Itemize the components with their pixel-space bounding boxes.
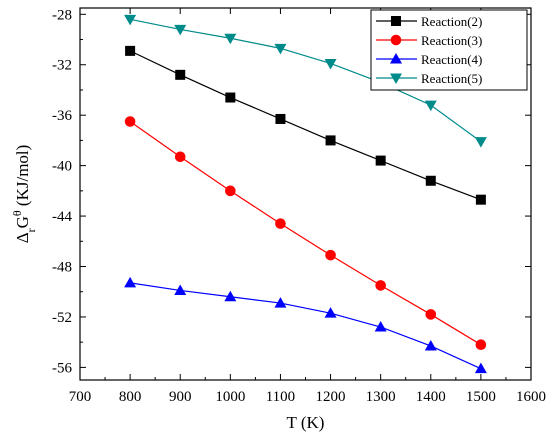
data-point <box>425 309 437 320</box>
legend-entry: Reaction(2) <box>376 14 482 29</box>
legend-entry: Reaction(4) <box>376 52 482 67</box>
data-point <box>424 100 437 112</box>
series-1 <box>125 45 486 205</box>
y-tick-label: -44 <box>52 209 72 225</box>
y-tick-label: -32 <box>52 58 72 74</box>
series-2 <box>124 116 487 350</box>
data-point <box>475 194 486 205</box>
data-point <box>275 113 286 124</box>
y-axis-title-unit: (KJ/mol) <box>13 145 32 211</box>
y-tick-label: -36 <box>52 108 72 124</box>
x-tick-label: 1400 <box>416 389 446 405</box>
y-axis-title-main: G <box>13 216 32 228</box>
series-line <box>129 50 482 201</box>
legend-marker <box>390 53 402 64</box>
x-axis-title: T (K) <box>287 413 325 432</box>
y-tick-label: -56 <box>52 360 72 376</box>
data-point <box>124 14 137 26</box>
y-axis-title-prefix: Δ <box>13 232 32 243</box>
legend-label: Reaction(4) <box>421 52 482 67</box>
data-point <box>224 290 237 302</box>
x-tick-label: 700 <box>69 389 92 405</box>
y-tick-label: -28 <box>52 7 72 23</box>
data-point <box>375 155 386 166</box>
x-tick-label: 1600 <box>516 389 546 405</box>
data-point <box>424 339 437 351</box>
y-axis-title-superscript: θ <box>10 210 24 216</box>
legend-entry: Reaction(5) <box>376 71 482 86</box>
data-point <box>225 185 236 197</box>
axes: 700 800 900 1000 1100 1200 1300 1400 1500 1600 -56… <box>52 7 546 405</box>
data-point <box>124 276 137 288</box>
series-3 <box>124 276 487 374</box>
data-point <box>475 339 487 350</box>
data-point <box>174 284 187 295</box>
data-point <box>474 362 487 374</box>
data-point <box>224 33 237 45</box>
y-axis-title: ΔrGθ (KJ/mol) <box>10 145 38 244</box>
legend-marker <box>391 16 401 26</box>
data-point <box>274 297 287 308</box>
legend-marker <box>390 34 402 46</box>
x-tick-label: 1000 <box>215 389 245 405</box>
data-point <box>425 175 436 186</box>
data-point <box>325 249 336 261</box>
legend-label: Reaction(3) <box>421 33 482 48</box>
data-point <box>375 280 386 291</box>
data-point <box>125 45 136 56</box>
data-point <box>225 92 236 103</box>
x-tick-label: 1300 <box>366 389 396 405</box>
series-line <box>129 121 482 346</box>
legend-entry: Reaction(3) <box>376 33 482 48</box>
data-point <box>275 218 286 229</box>
legend: Reaction(2) Reaction(3) Reaction(4) Reactio… <box>370 9 528 91</box>
x-tick-label: 1200 <box>316 389 346 405</box>
legend-marker <box>390 73 402 84</box>
legend-label: Reaction(5) <box>421 71 482 86</box>
data-point <box>174 151 186 163</box>
data-point <box>174 24 187 36</box>
data-point <box>374 321 387 332</box>
x-tick-label: 900 <box>169 389 192 405</box>
data-point <box>474 137 487 148</box>
legend-label: Reaction(2) <box>421 14 482 29</box>
x-tick-label: 800 <box>119 389 142 405</box>
y-tick-label: -40 <box>52 159 72 175</box>
data-point <box>124 116 136 127</box>
data-point <box>274 43 287 55</box>
series-line <box>129 18 482 143</box>
y-axis-title-subscript: r <box>24 228 38 232</box>
data-point <box>324 307 337 318</box>
y-tick-label: -48 <box>52 260 72 276</box>
x-tick-label: 1500 <box>466 389 496 405</box>
data-point <box>175 69 186 80</box>
series-line <box>130 282 482 370</box>
y-tick-label: -52 <box>52 310 72 326</box>
data-point <box>324 58 337 70</box>
x-tick-label: 1100 <box>266 389 295 405</box>
data-point <box>325 135 336 146</box>
